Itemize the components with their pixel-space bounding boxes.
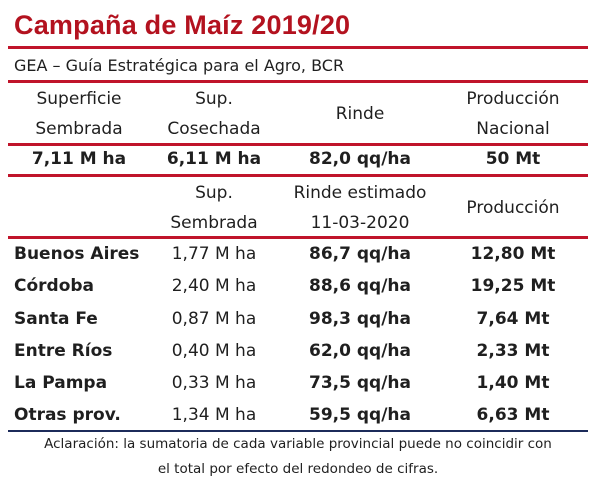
province-name: Santa Fe [14,309,98,329]
col-header-rinde-estimado: Rinde estimado 11-03-2020 [293,183,427,233]
col-header-rinde: Rinde [335,104,385,124]
province-area: 0,33 M ha [171,373,257,393]
province-name: Entre Ríos [14,341,113,361]
province-yield: 59,5 qq/ha [309,405,411,425]
province-yield: 98,3 qq/ha [309,309,411,329]
province-yield: 73,5 qq/ha [309,373,411,393]
province-area: 2,40 M ha [171,276,257,296]
value-rinde: 82,0 qq/ha [309,149,411,169]
province-name: Buenos Aires [14,244,140,264]
value-sup-cosechada: 6,11 M ha [166,149,262,169]
col-header-sup-sembrada: Sup. Sembrada [170,183,258,233]
province-production: 12,80 Mt [470,244,556,264]
province-area: 1,77 M ha [171,244,257,264]
footnote-line-1: Aclaración: la sumatoria de cada variabl… [44,436,552,452]
value-produccion: 50 Mt [485,149,541,169]
province-production: 1,40 Mt [476,373,550,393]
province-production: 2,33 Mt [476,341,550,361]
province-production: 6,63 Mt [476,405,550,425]
province-yield: 62,0 qq/ha [309,341,411,361]
rule-provincial-header [8,236,588,239]
value-superficie: 7,11 M ha [31,149,127,169]
province-name: Otras prov. [14,405,121,425]
col-header-superficie: Superficie Sembrada [35,89,123,139]
province-production: 7,64 Mt [476,309,550,329]
province-name: Córdoba [14,276,95,296]
rule-table-bottom [8,430,588,432]
rule-national-header [8,143,588,146]
province-yield: 88,6 qq/ha [309,276,411,296]
footnote-line-2: el total por efecto del redondeo de cifr… [157,461,439,477]
province-area: 1,34 M ha [171,405,257,425]
col-header-produccion-nacional: Producción Nacional [466,89,560,139]
province-area: 0,87 M ha [171,309,257,329]
province-production: 19,25 Mt [470,276,556,296]
rule-title [8,46,588,49]
page-title: Campaña de Maíz 2019/20 [14,10,351,40]
col-header-sup-cosechada: Sup. Cosechada [167,89,261,139]
province-yield: 86,7 qq/ha [309,244,411,264]
province-name: La Pampa [14,373,108,393]
rule-national-values [8,174,588,177]
province-area: 0,40 M ha [171,341,257,361]
col-header-produccion: Producción [466,198,560,218]
page-subtitle: GEA – Guía Estratégica para el Agro, BCR [14,56,345,75]
rule-subtitle [8,80,588,83]
